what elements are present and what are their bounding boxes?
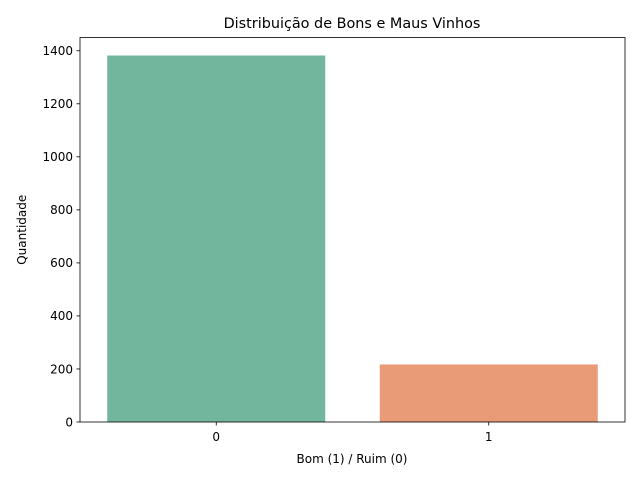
x-axis-label: Bom (1) / Ruim (0) — [297, 452, 408, 466]
x-tick-label: 0 — [212, 430, 220, 444]
y-tick-label: 600 — [50, 256, 73, 270]
y-axis-label: Quantidade — [15, 195, 29, 265]
chart-title: Distribuição de Bons e Maus Vinhos — [224, 16, 481, 32]
x-tick-label: 1 — [485, 430, 493, 444]
bar-0 — [107, 55, 326, 422]
y-tick-label: 1200 — [42, 97, 73, 111]
y-tick-label: 800 — [50, 203, 73, 217]
y-tick-label: 200 — [50, 362, 73, 376]
bars-group — [107, 55, 598, 422]
bar-1 — [379, 364, 598, 422]
y-axis-ticks: 0 200 400 600 800 1000 1200 1400 — [42, 44, 80, 429]
plot-frame — [79, 37, 626, 423]
y-tick-label: 1400 — [42, 44, 73, 58]
y-tick-label: 400 — [50, 309, 73, 323]
y-tick-label: 0 — [65, 415, 73, 429]
y-tick-label: 1000 — [42, 150, 73, 164]
